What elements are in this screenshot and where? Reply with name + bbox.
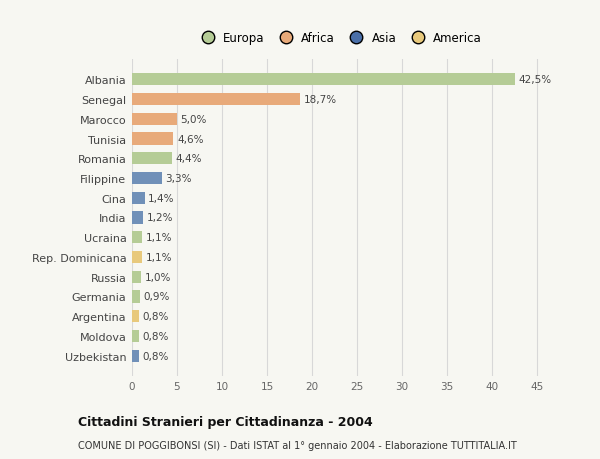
Text: 18,7%: 18,7% [304,95,337,105]
Text: Cittadini Stranieri per Cittadinanza - 2004: Cittadini Stranieri per Cittadinanza - 2… [78,415,373,428]
Text: 0,8%: 0,8% [143,351,169,361]
Text: 4,6%: 4,6% [177,134,203,144]
Text: 1,0%: 1,0% [145,272,171,282]
Bar [132,113,177,126]
Text: 3,3%: 3,3% [166,174,192,184]
Bar [132,232,142,244]
Legend: Europa, Africa, Asia, America: Europa, Africa, Asia, America [191,28,487,50]
Bar [132,330,139,342]
Bar [132,252,142,263]
Bar [132,173,162,185]
Text: 1,1%: 1,1% [146,233,172,243]
Bar [132,153,172,165]
Text: 1,2%: 1,2% [146,213,173,223]
Text: 5,0%: 5,0% [181,115,207,124]
Bar [132,192,145,204]
Bar [132,74,515,86]
Text: 0,8%: 0,8% [143,312,169,321]
Bar [132,271,141,283]
Text: 1,1%: 1,1% [146,252,172,263]
Text: 0,9%: 0,9% [144,292,170,302]
Bar [132,94,300,106]
Text: 42,5%: 42,5% [518,75,551,85]
Bar [132,291,140,303]
Bar [132,310,139,323]
Bar [132,133,173,146]
Bar [132,212,143,224]
Text: 1,4%: 1,4% [148,193,175,203]
Text: 0,8%: 0,8% [143,331,169,341]
Bar [132,350,139,362]
Text: COMUNE DI POGGIBONSI (SI) - Dati ISTAT al 1° gennaio 2004 - Elaborazione TUTTITA: COMUNE DI POGGIBONSI (SI) - Dati ISTAT a… [78,440,517,450]
Text: 4,4%: 4,4% [175,154,202,164]
